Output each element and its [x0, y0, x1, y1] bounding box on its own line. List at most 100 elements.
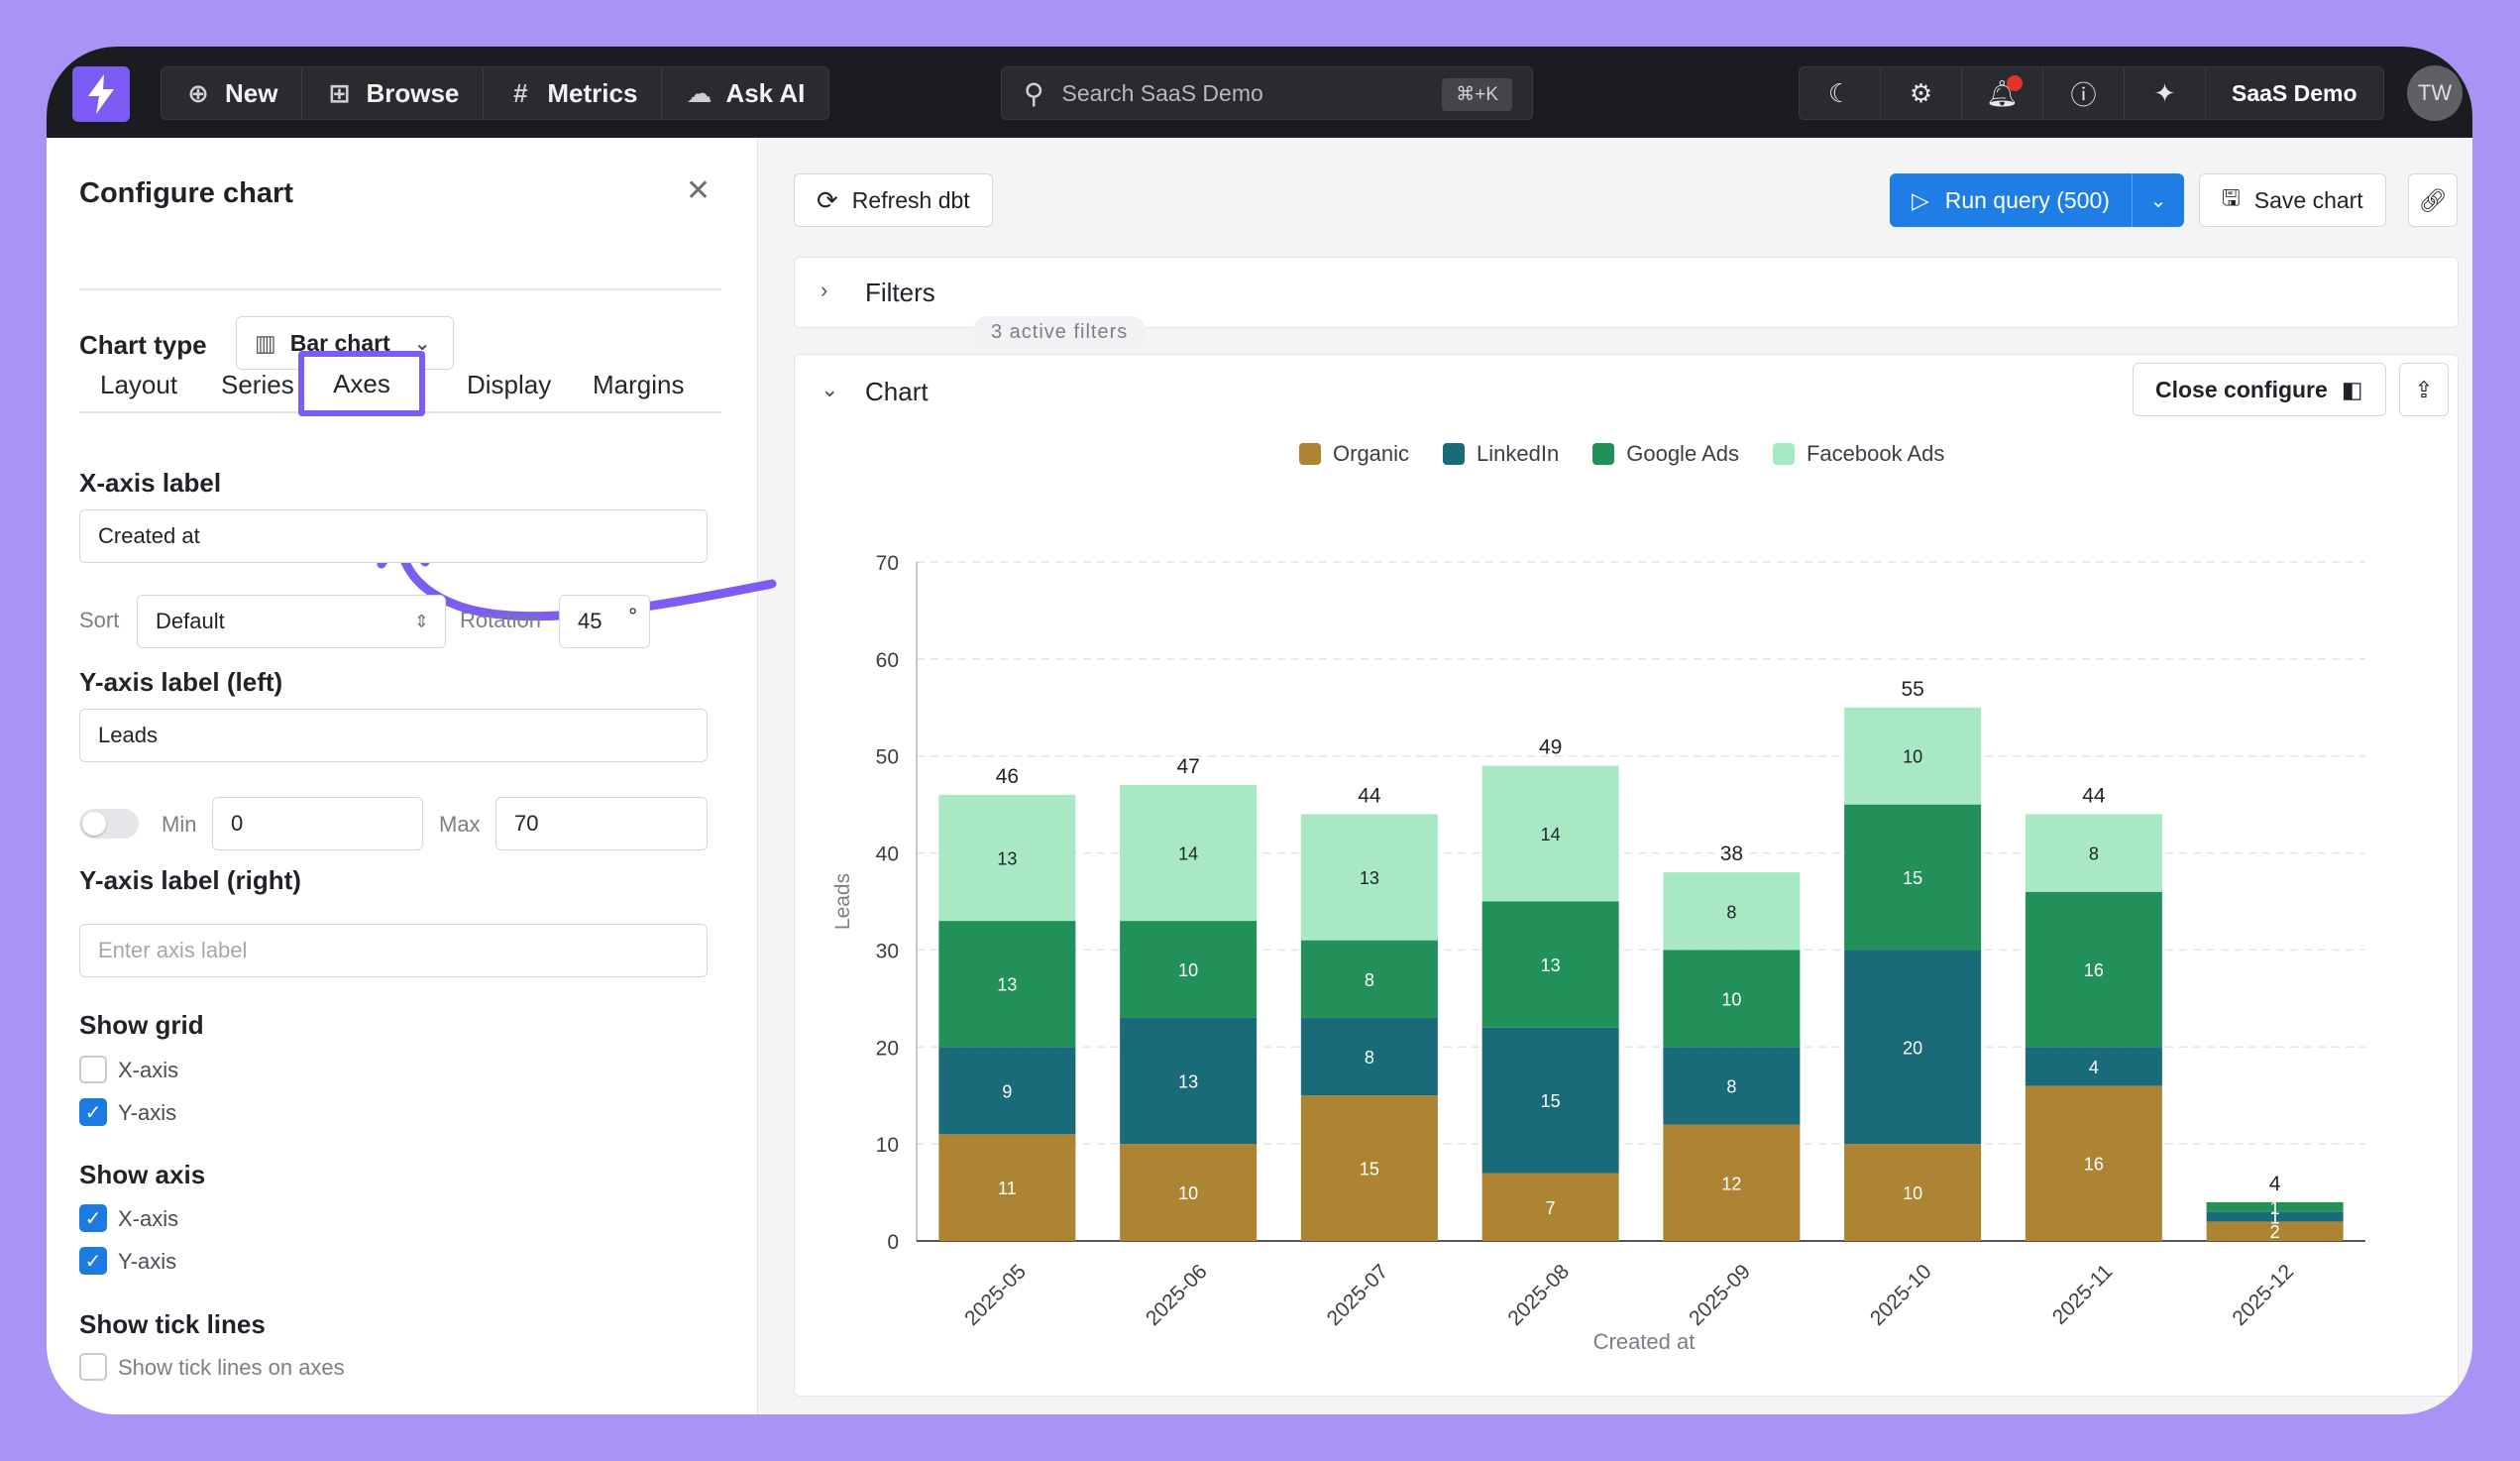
refresh-dbt-button[interactable]: ⟳ Refresh dbt: [794, 173, 993, 227]
legend-swatch: [1299, 443, 1321, 465]
run-query-button[interactable]: ▷ Run query (500) ⌄: [1890, 173, 2184, 227]
tab-display[interactable]: Display: [467, 370, 552, 399]
ai-chat-icon: ☁: [686, 77, 712, 108]
nav-new-button[interactable]: ⊕ New: [162, 67, 303, 119]
search-shortcut: ⌘+K: [1442, 78, 1512, 111]
y-left-title: Y-axis label (left): [79, 667, 283, 697]
bar-chart-icon: ▥: [255, 329, 276, 356]
top-actions: ☾ ⚙ 🔔︎ ⓘ ✦ SaaS Demo: [1799, 66, 2384, 120]
rotation-input[interactable]: 45 °: [559, 595, 650, 648]
legend-swatch: [1592, 443, 1615, 465]
chevron-down-icon[interactable]: ⌄: [821, 377, 839, 401]
tab-margins[interactable]: Margins: [593, 370, 685, 399]
dark-mode-button[interactable]: ☾: [1800, 67, 1881, 119]
top-bar: ⊕ New ⊞ Browse # Metrics ☁ Ask AI ⚲ Search S…: [47, 47, 2472, 138]
run-query-dropdown[interactable]: ⌄: [2133, 188, 2184, 213]
main-nav: ⊕ New ⊞ Browse # Metrics ☁ Ask AI: [161, 66, 830, 120]
moon-icon: ☾: [1827, 77, 1852, 108]
divider: [79, 288, 721, 290]
y-min-input[interactable]: 0: [212, 797, 423, 850]
avatar[interactable]: TW: [2407, 65, 2463, 121]
close-icon[interactable]: ✕: [686, 174, 712, 207]
legend-item-organic[interactable]: Organic: [1299, 441, 1409, 467]
y-right-label-input[interactable]: Enter axis label: [79, 924, 708, 977]
show-axis-title: Show axis: [79, 1160, 206, 1189]
min-label: Min: [162, 812, 197, 837]
show-grid-title: Show grid: [79, 1010, 204, 1040]
upload-icon: ⇪: [2414, 376, 2434, 402]
y-left-label-input[interactable]: Leads: [79, 709, 708, 762]
rotation-label: Rotation: [460, 608, 541, 632]
degree-unit: °: [628, 604, 637, 628]
axis-y-label: Y-axis: [118, 1249, 177, 1274]
search-icon: ⚲: [1024, 77, 1044, 109]
grid-x-checkbox[interactable]: [79, 1056, 107, 1083]
configure-chart-panel: Configure chart ✕ Chart type ▥ Bar chart…: [47, 138, 777, 1414]
nav-ask-ai-button[interactable]: ☁ Ask AI: [686, 77, 806, 108]
filters-badge: 3 active filters: [973, 316, 1147, 349]
axis-x-checkbox[interactable]: ✓: [79, 1204, 107, 1232]
chart-card: ⌄ Chart Close configure ◧ ⇪: [794, 354, 2459, 1397]
search-input[interactable]: ⚲ Search SaaS Demo ⌘+K: [1001, 66, 1533, 120]
hash-icon: #: [513, 77, 528, 108]
chevron-down-icon: ⌄: [2149, 189, 2167, 212]
panel-title: Configure chart: [79, 177, 293, 209]
link-icon: 🔗︎: [2418, 186, 2448, 213]
lightning-icon: [88, 74, 114, 114]
panel-icon: ◧: [2341, 376, 2363, 402]
y-right-title: Y-axis label (right): [79, 865, 301, 895]
y-max-input[interactable]: 70: [495, 797, 708, 850]
help-button[interactable]: ⓘ: [2043, 67, 2125, 119]
legend-item-facebook-ads[interactable]: Facebook Ads: [1772, 441, 1944, 467]
max-label: Max: [439, 812, 481, 837]
chevron-down-icon: ⌄: [413, 332, 431, 355]
save-chart-button[interactable]: 🖫︎ Save chart: [2199, 173, 2386, 227]
export-button[interactable]: ⇪: [2399, 363, 2449, 416]
legend-item-linkedin[interactable]: LinkedIn: [1443, 441, 1559, 467]
x-axis-label-title: X-axis label: [79, 468, 222, 498]
app-window: ⊕ New ⊞ Browse # Metrics ☁ Ask AI ⚲ Search S…: [47, 47, 2472, 1414]
grid-x-label: X-axis: [118, 1058, 179, 1082]
auto-range-toggle[interactable]: [79, 809, 139, 839]
chart-legend: Organic LinkedIn Google Ads Facebook Ads: [1299, 441, 1944, 467]
org-switcher[interactable]: SaaS Demo: [2232, 79, 2357, 106]
sort-select[interactable]: Default ⇕: [137, 595, 446, 648]
grid-y-checkbox[interactable]: ✓: [79, 1098, 107, 1126]
tab-axes[interactable]: Axes: [298, 351, 425, 416]
play-icon: ▷: [1912, 186, 1929, 213]
sort-label: Sort: [79, 608, 120, 632]
tab-series[interactable]: Series: [221, 370, 294, 399]
tick-lines-title: Show tick lines: [79, 1309, 266, 1339]
tick-lines-checkbox[interactable]: [79, 1353, 107, 1381]
plus-circle-icon: ⊕: [187, 77, 209, 108]
help-icon: ⓘ: [2070, 79, 2097, 110]
filters-label: Filters: [865, 278, 935, 307]
grid-y-label: Y-axis: [118, 1100, 177, 1125]
legend-item-google-ads[interactable]: Google Ads: [1592, 441, 1739, 467]
save-icon: 🖫︎: [2222, 185, 2241, 210]
x-axis-label-input[interactable]: Created at: [79, 509, 708, 563]
check-icon: ✓: [84, 1207, 102, 1230]
legend-swatch: [1772, 443, 1795, 465]
updown-chevron-icon: ⇕: [413, 611, 429, 631]
axis-y-checkbox[interactable]: ✓: [79, 1247, 107, 1275]
gear-icon: ⚙: [1909, 77, 1933, 108]
ai-sparkle-button[interactable]: ✦: [2125, 67, 2206, 119]
app-logo[interactable]: [72, 66, 130, 122]
refresh-icon: ⟳: [817, 184, 838, 215]
notifications-button[interactable]: 🔔︎: [1962, 67, 2043, 119]
close-configure-button[interactable]: Close configure ◧: [2133, 363, 2386, 416]
notification-dot: [2007, 75, 2023, 91]
check-icon: ✓: [84, 1101, 102, 1124]
tab-layout[interactable]: Layout: [100, 370, 178, 399]
run-query-main[interactable]: ▷ Run query (500): [1890, 173, 2133, 227]
share-link-button[interactable]: 🔗︎: [2408, 173, 2458, 227]
sparkle-icon: ✦: [2153, 77, 2176, 108]
chart-section-label: Chart: [865, 377, 929, 406]
nav-browse-button[interactable]: ⊞ Browse: [302, 67, 485, 119]
grid-icon: ⊞: [328, 77, 351, 108]
nav-metrics-button[interactable]: # Metrics: [484, 67, 663, 119]
settings-button[interactable]: ⚙: [1881, 67, 1962, 119]
check-icon: ✓: [84, 1250, 102, 1273]
legend-swatch: [1443, 443, 1466, 465]
